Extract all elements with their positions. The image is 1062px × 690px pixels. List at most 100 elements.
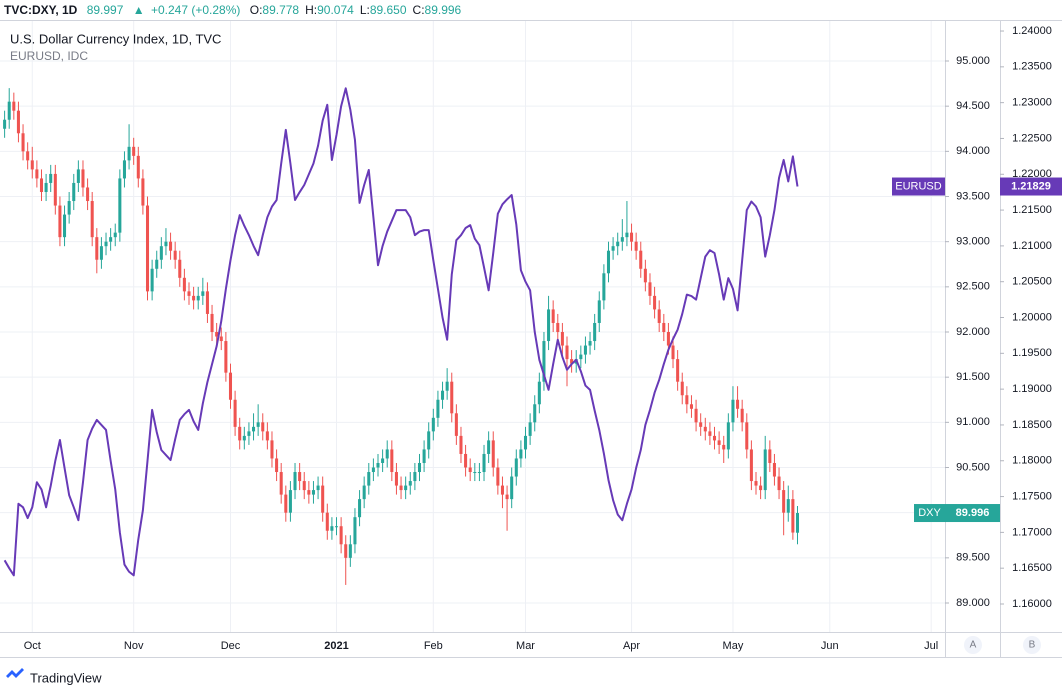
candle-body: [731, 399, 735, 423]
y2-tick-label: 1.22500: [1012, 132, 1052, 144]
ohlc-value: 89.650: [370, 3, 407, 17]
price-tag: [945, 504, 1000, 523]
series-name-tag-label: EURUSD: [895, 180, 942, 192]
candle-body: [630, 232, 634, 242]
y2-tick-label: 1.19500: [1012, 347, 1052, 359]
candle-body: [159, 246, 163, 260]
candle-body: [113, 232, 117, 238]
y-tick-label: 94.000: [956, 145, 990, 157]
y-tick-label: 92.000: [956, 326, 990, 338]
price-tag-label: 1.21829: [1011, 180, 1051, 192]
candle-body: [196, 295, 200, 301]
candle-body: [182, 277, 186, 292]
candle-body: [699, 422, 703, 427]
y-tick-label: 90.500: [956, 461, 990, 473]
candle-body: [288, 490, 292, 513]
candle-body: [178, 259, 182, 278]
candle-body: [224, 341, 228, 373]
candle-body: [413, 472, 417, 482]
y-tick-label: 92.500: [956, 281, 990, 293]
candle-body: [431, 417, 435, 432]
last-price: 89.997: [87, 3, 124, 17]
candle-body: [284, 494, 288, 513]
candle-body: [551, 309, 555, 323]
candle-body: [279, 472, 283, 495]
candle-body: [786, 499, 790, 513]
candle-body: [772, 462, 776, 477]
y2-tick-label: 1.17500: [1012, 490, 1052, 502]
candle-body: [542, 341, 546, 382]
candle-body: [127, 146, 131, 161]
scale-button-label[interactable]: A: [970, 640, 977, 651]
symbol-header: TVC:DXY, 1D 89.997 ▲ +0.247 (+0.28%) O:8…: [4, 3, 462, 17]
candle-body: [422, 449, 426, 463]
candle-body: [616, 241, 620, 247]
candle-body: [491, 440, 495, 468]
candle-body: [334, 526, 339, 528]
candle-body: [35, 169, 39, 179]
y2-tick-label: 1.20000: [1012, 311, 1052, 323]
candle-body: [450, 381, 454, 414]
candle-body: [49, 173, 53, 183]
candle-body: [777, 476, 781, 491]
candle-body: [639, 250, 643, 269]
scale-button-label[interactable]: B: [1029, 640, 1036, 651]
candle-body: [441, 390, 445, 400]
candle-body: [298, 472, 302, 482]
candle-body: [256, 422, 260, 427]
candle-body: [519, 449, 523, 459]
candle-body: [417, 462, 422, 473]
series-name-tag-label: DXY: [918, 507, 941, 519]
candle-body: [694, 408, 698, 423]
candle-body: [228, 372, 233, 400]
candle-body: [676, 359, 680, 382]
y-tick-label: 93.500: [956, 190, 990, 202]
y2-tick-label: 1.16500: [1012, 562, 1052, 574]
candle-body: [671, 345, 675, 360]
candle-body: [233, 399, 237, 427]
ohlc-label: H:: [305, 3, 317, 17]
scale-button[interactable]: [964, 636, 982, 654]
candle-body: [597, 300, 601, 323]
candle-body: [620, 237, 624, 242]
candle-body: [67, 201, 71, 215]
ohlc-value: 89.996: [425, 3, 462, 17]
candle-body: [90, 201, 94, 238]
candle-body: [118, 178, 122, 233]
y2-tick-label: 1.18000: [1012, 455, 1052, 467]
candle-body: [717, 440, 721, 445]
candle-body: [325, 512, 329, 531]
y-tick-label: 91.500: [956, 371, 990, 383]
candle-body: [321, 485, 325, 513]
legend-subtitle: EURUSD, IDC: [10, 49, 88, 63]
candle-body: [565, 345, 569, 360]
candle-body: [150, 268, 154, 292]
y2-tick-label: 1.24000: [1012, 25, 1052, 37]
axes: Oct Nov Dec 2021 Feb Mar Apr May Jun Jul 89.000 89.…: [24, 25, 1052, 654]
candle-body: [736, 399, 740, 409]
candle-body: [445, 381, 449, 391]
candle-body: [487, 440, 491, 454]
candle-body: [708, 431, 712, 436]
candle-body: [145, 205, 150, 292]
candle-body: [588, 341, 592, 346]
y2-tick-label: 1.19000: [1012, 383, 1052, 395]
candle-body: [685, 395, 689, 405]
candle-body: [523, 435, 528, 450]
candle-body: [95, 237, 99, 260]
scale-button[interactable]: [1023, 636, 1041, 654]
change-arrow: ▲: [133, 3, 145, 17]
y-tick-label: 95.000: [956, 55, 990, 67]
candle-body: [666, 332, 670, 346]
candle-body: [606, 250, 611, 274]
x-tick-label: Mar: [516, 640, 535, 652]
candle-body: [219, 336, 223, 342]
candle-body: [745, 422, 749, 450]
x-tick-label: Jul: [924, 640, 938, 652]
candle-body: [583, 345, 587, 355]
ohlc-label: C:: [413, 3, 425, 17]
candle-body: [86, 187, 90, 202]
candle-body: [76, 169, 80, 183]
candle-body: [201, 291, 205, 296]
candle-body: [408, 481, 412, 486]
